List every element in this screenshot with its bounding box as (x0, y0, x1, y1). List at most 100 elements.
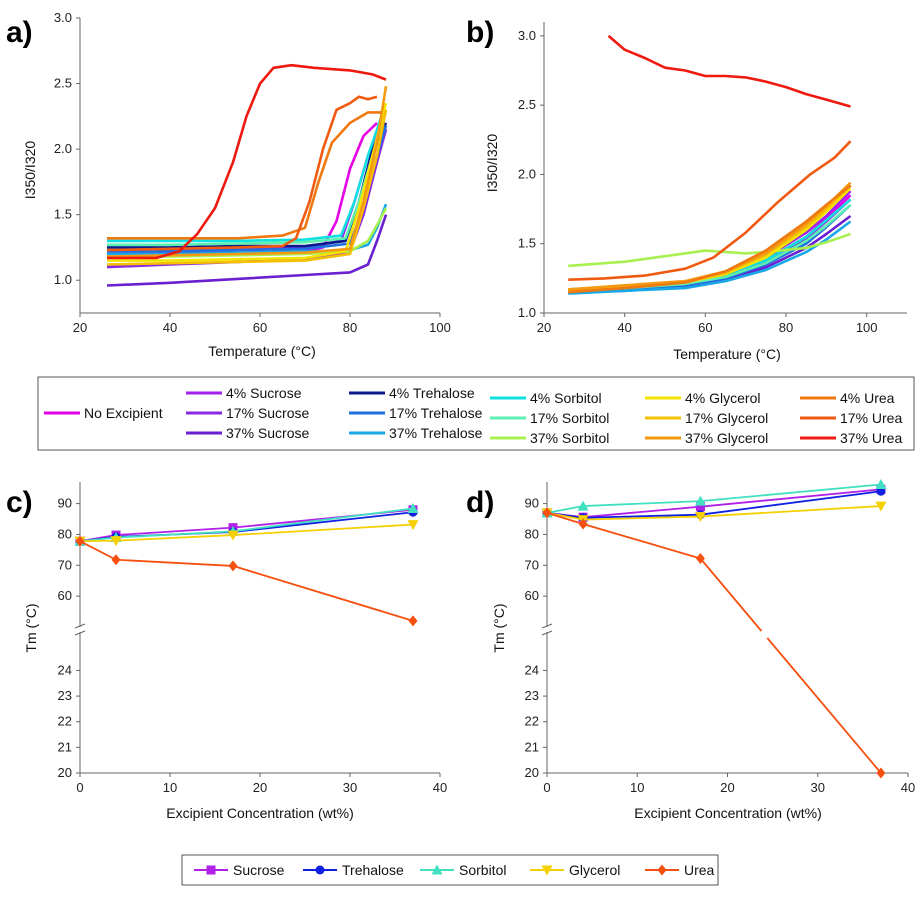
panel-a-ytick-label: 3.0 (54, 10, 72, 25)
panel-c-glycerol-point (407, 520, 419, 531)
panel-a-ytick-label: 1.0 (54, 272, 72, 287)
legend-bottom-marker (657, 864, 667, 876)
legend-top-label: 37% Trehalose (389, 425, 483, 441)
legend-bottom-marker (541, 865, 553, 876)
panel-c-trehalose-segment (232, 511, 414, 533)
panel-d-trehalose-point (876, 486, 886, 496)
panel-c-urea-point (408, 615, 418, 627)
panel-c-axis-break-mark (74, 623, 86, 629)
panel-d-ytick-label: 23 (525, 688, 539, 703)
panel-c-glycerol-segment (115, 534, 234, 542)
panel-a-ylabel: I350/I320 (22, 141, 38, 200)
panel-d-ytick-label: 80 (525, 526, 539, 541)
panel-b-xtick-label: 40 (617, 320, 631, 335)
legend-top-label: 37% Sorbitol (530, 430, 609, 446)
panel-b-series-37-trehalose (568, 220, 852, 295)
panel-c-xtick-label: 10 (163, 780, 177, 795)
panel-c-ytick-label: 20 (58, 765, 72, 780)
panel-d-ytick-label: 21 (525, 739, 539, 754)
panel-b-ytick-label: 3.0 (518, 28, 536, 43)
legend-bottom-marker (206, 865, 216, 875)
panel-c-sucrose-segment (115, 526, 234, 536)
panel-c-urea-segment (79, 540, 117, 561)
panel-d-xtick-label: 40 (901, 780, 915, 795)
panel-c-ytick-label: 70 (58, 557, 72, 572)
panel-b-xtick-label: 60 (698, 320, 712, 335)
panel-d-urea-point (578, 518, 588, 530)
panel-d-sorbitol-point (875, 478, 887, 489)
panel-d-urea-segment (766, 637, 882, 774)
panel-d-ytick-label: 60 (525, 588, 539, 603)
panel-a-series-37-sucrose (106, 214, 388, 287)
panel-d-urea-point (876, 767, 886, 779)
legend-top-label: 4% Urea (840, 390, 895, 406)
legend-top-label: 17% Glycerol (685, 410, 768, 426)
panel-d-ytick-label: 90 (525, 496, 539, 511)
panel-b-series-37-sorbitol (568, 232, 851, 268)
panel-c-urea-point (111, 554, 121, 566)
legend-bottom-label: Sorbitol (459, 862, 506, 878)
panel-c-glycerol-segment (79, 539, 117, 543)
panel-c-ytick-label: 24 (58, 662, 72, 677)
panel-c-xtick-label: 20 (253, 780, 267, 795)
legend-bottom-marker (315, 865, 325, 875)
legend-top-label: 17% Trehalose (389, 405, 483, 421)
panel-a-series-4-trehalose (107, 122, 388, 249)
panel-letter-a: a) (6, 16, 33, 49)
legend-top-label: 37% Glycerol (685, 430, 768, 446)
panel-c-ytick-label: 80 (58, 526, 72, 541)
panel-d-sucrose-point (695, 502, 705, 512)
legend-top-label: No Excipient (84, 405, 163, 421)
panel-c-ylabel: Tm (°C) (23, 603, 39, 652)
panel-a-series-no-excipient (106, 121, 378, 256)
legend-bottom-label: Urea (684, 862, 715, 878)
panel-d-trehalose-segment (583, 513, 701, 519)
panel-c-sorbitol-segment (232, 507, 414, 533)
panel-b-xtick-label: 20 (537, 320, 551, 335)
panel-d-sorbitol-segment (583, 500, 701, 507)
panel-d-urea-segment (582, 523, 701, 560)
panel-b-ytick-label: 1.0 (518, 305, 536, 320)
panel-c-axis-break-mark (74, 630, 86, 636)
panel-d-sorbitol-segment (546, 505, 584, 514)
panel-d-ytick-label: 20 (525, 765, 539, 780)
panel-d-xtick-label: 0 (543, 780, 550, 795)
legend-bottom-label: Trehalose (342, 862, 404, 878)
panel-a-ytick-label: 1.5 (54, 207, 72, 222)
panel-a-xtick-label: 100 (429, 320, 451, 335)
panel-c-glycerol-point (227, 530, 239, 541)
panel-a-xlabel: Temperature (°C) (208, 343, 316, 359)
legend-top: No Excipient 4% Sucrose 17% Sucrose 37% Suc… (44, 385, 902, 446)
panel-b-series-37-urea (607, 34, 851, 108)
panel-a-xtick-label: 60 (253, 320, 267, 335)
legend-top-label: 4% Glycerol (685, 390, 760, 406)
panel-d-glycerol-segment (583, 515, 701, 521)
panel-d-ylabel: Tm (°C) (491, 603, 507, 652)
panel-c-urea-point (228, 560, 238, 572)
panel-letter-c: c) (6, 486, 33, 519)
panel-c-glycerol-segment (232, 523, 414, 536)
legend-bottom-label: Glycerol (569, 862, 620, 878)
legend-bottom: Sucrose Trehalose Sorbitol Glycerol Urea (194, 862, 715, 878)
panel-c-ytick-label: 22 (58, 714, 72, 729)
panel-a-series-4-sucrose (106, 122, 383, 253)
panel-a-xtick-label: 80 (343, 320, 357, 335)
panel-d-sucrose-segment (583, 505, 701, 519)
panel-b-ytick-label: 2.5 (518, 97, 536, 112)
panel-letter-b: b) (466, 16, 494, 49)
panel-d-axis-break-mark (541, 623, 553, 629)
panel-a-series-17-urea (106, 95, 378, 252)
panel-a-series-4-sorbitol (107, 115, 383, 243)
panel-d-sorbitol-point (577, 500, 589, 511)
panel-c-xlabel: Excipient Concentration (wt%) (166, 805, 354, 821)
panel-d-urea-point (542, 507, 552, 519)
panel-c-sorbitol-segment (115, 530, 234, 539)
panel-b-ytick-label: 2.0 (518, 166, 536, 181)
panel-b-xtick-label: 80 (779, 320, 793, 335)
panel-a-xtick-label: 20 (73, 320, 87, 335)
panel-a-series-37-urea (107, 63, 387, 260)
panel-b-series-17-urea (568, 140, 852, 281)
legend-bottom-label: Sucrose (233, 862, 285, 878)
legend-bottom-marker (431, 864, 443, 875)
